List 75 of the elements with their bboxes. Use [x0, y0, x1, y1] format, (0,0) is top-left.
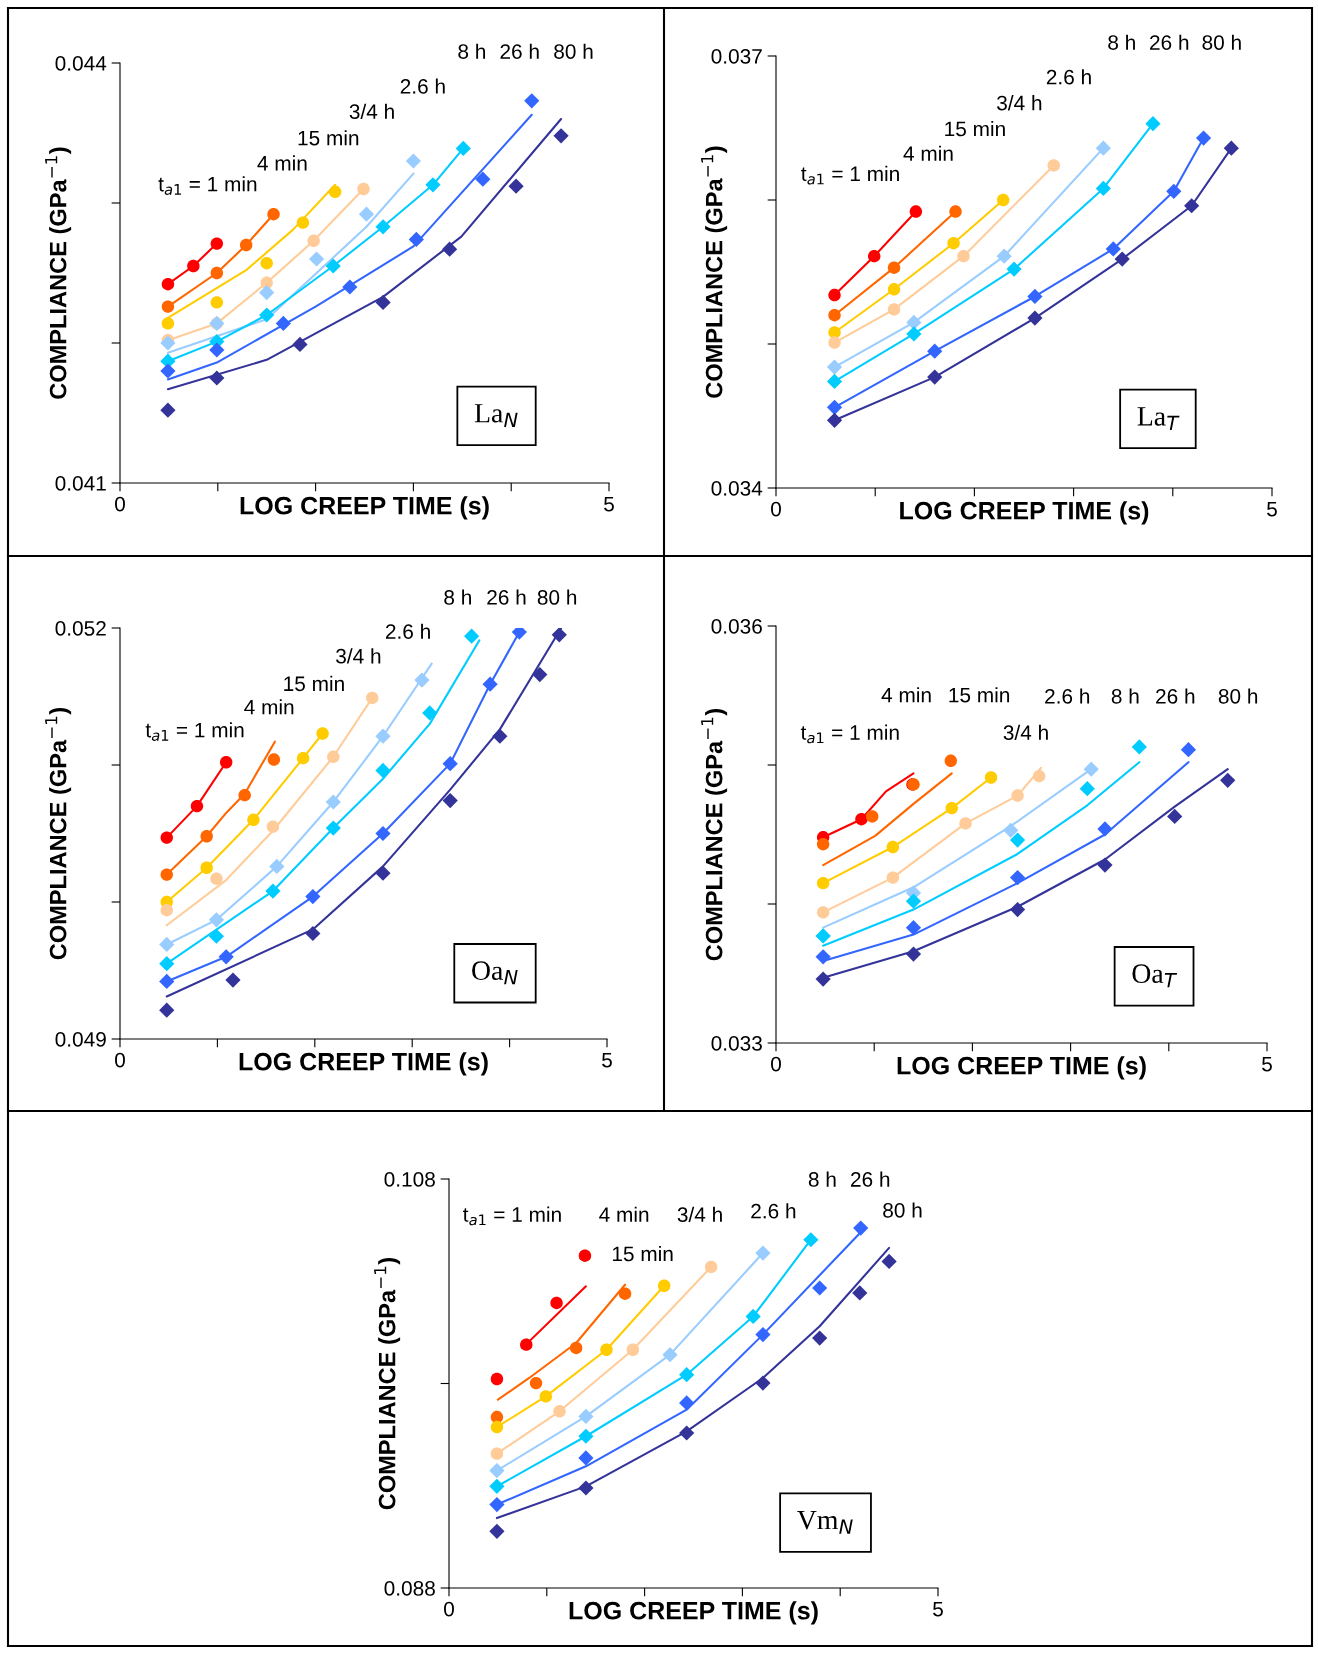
annotation: 4 min: [257, 155, 307, 171]
x-tick-label: 5: [1262, 1056, 1272, 1072]
y-tick-label: 0.108: [384, 1172, 435, 1187]
annotation: 4 min: [881, 687, 931, 703]
annotation: 4 min: [244, 699, 294, 715]
annotation: Vm$_{N}$: [797, 1510, 853, 1534]
annotation: 2.6 h: [751, 1203, 796, 1219]
annotation: 15 min: [298, 130, 359, 146]
x-tick-label: 0: [771, 1056, 781, 1072]
x-tick-label: 0: [444, 1601, 454, 1617]
annotation: 3/4 h: [997, 95, 1042, 111]
x-axis-title: LOG CREEP TIME (s): [897, 1056, 1146, 1080]
text: 8 h: [458, 43, 486, 59]
x-axis-title: LOG CREEP TIME (s): [240, 496, 489, 520]
annotation: t$_{a1}$ = 1 min: [145, 722, 244, 741]
x-tick-label: 5: [602, 1052, 612, 1068]
annotation: 2.6 h: [1046, 69, 1091, 85]
x-axis-title: LOG CREEP TIME (s): [239, 1052, 488, 1076]
text: 26 h: [1150, 34, 1189, 50]
y-axis-title: COMPLIANCE (GPa$^{−1}$): [45, 707, 72, 960]
x-tick-label: 5: [933, 1601, 943, 1617]
annotation: 15 min: [945, 121, 1005, 137]
y-tick-label: 0.036: [711, 619, 762, 634]
y-tick-label: 0.088: [384, 1581, 435, 1596]
y-tick-label: 0.041: [55, 476, 106, 491]
annotation: 3/4 h: [677, 1206, 722, 1223]
y-tick-label: 0.033: [711, 1036, 762, 1051]
text: 8 h: [1108, 34, 1135, 50]
x-axis-title: LOG CREEP TIME (s): [900, 501, 1149, 525]
annotation: 3/4 h: [1003, 724, 1048, 741]
annotation: 8 h: [1111, 688, 1139, 704]
annotation: 15 min: [612, 1245, 673, 1262]
annotation: 26 h: [851, 1171, 890, 1187]
y-axis-title: COMPLIANCE (GPa$^{−1}$): [701, 146, 728, 398]
annotation: 26 h: [1156, 688, 1195, 704]
y-tick-label: 0.044: [55, 56, 107, 71]
annotation: 15 min: [284, 675, 344, 692]
annotation: 2.6 h: [1045, 688, 1090, 704]
text: 26 h: [487, 589, 526, 605]
y-axis-title: COMPLIANCE (GPa$^{−1}$): [701, 708, 728, 961]
annotation: Oa$_{N}$: [472, 961, 518, 985]
y-tick-label: 0.049: [55, 1032, 106, 1047]
annotation: La$_{T}$: [1137, 407, 1180, 430]
x-tick-label: 0: [771, 501, 781, 517]
x-tick-label: 0: [115, 1052, 125, 1068]
text: 80 h: [1202, 34, 1241, 50]
text: 26 h: [500, 43, 539, 59]
annotation: 3/4 h: [336, 648, 381, 664]
x-tick-label: 5: [1267, 501, 1277, 517]
annotation: 2.6 h: [400, 78, 445, 94]
annotation: 4 min: [903, 145, 953, 161]
x-tick-label: 5: [604, 496, 614, 512]
annotation: La$_{N}$: [474, 404, 518, 427]
y-axis-title: COMPLIANCE (GPa$^{−1}$): [374, 1257, 401, 1510]
annotation: 3/4 h: [349, 103, 394, 119]
text: 80 h: [554, 43, 593, 59]
y-tick-label: 0.034: [711, 481, 763, 496]
y-axis-title: COMPLIANCE (GPa$^{−1}$): [45, 147, 72, 399]
text: 80 h: [537, 589, 577, 605]
annotation: t$_{a1}$ = 1 min: [158, 176, 257, 195]
annotation: 8 h: [808, 1171, 836, 1187]
x-axis-title: LOG CREEP TIME (s): [569, 1601, 818, 1625]
text: 8 h: [444, 589, 471, 605]
annotation: 80 h: [883, 1202, 922, 1218]
y-tick-label: 0.052: [55, 621, 106, 636]
annotation: 15 min: [949, 687, 1010, 703]
y-tick-label: 0.037: [711, 49, 762, 64]
annotation: t$_{a1}$ = 1 min: [463, 1206, 561, 1226]
annotation: 4 min: [599, 1206, 649, 1222]
annotation: Oa$_{T}$: [1132, 964, 1178, 988]
annotation: 2.6 h: [385, 623, 430, 639]
x-tick-label: 0: [115, 496, 125, 512]
annotation: 80 h: [1218, 688, 1258, 704]
annotation: t$_{a1}$ = 1 min: [801, 165, 899, 185]
annotation: t$_{a1}$ = 1 min: [800, 724, 899, 744]
